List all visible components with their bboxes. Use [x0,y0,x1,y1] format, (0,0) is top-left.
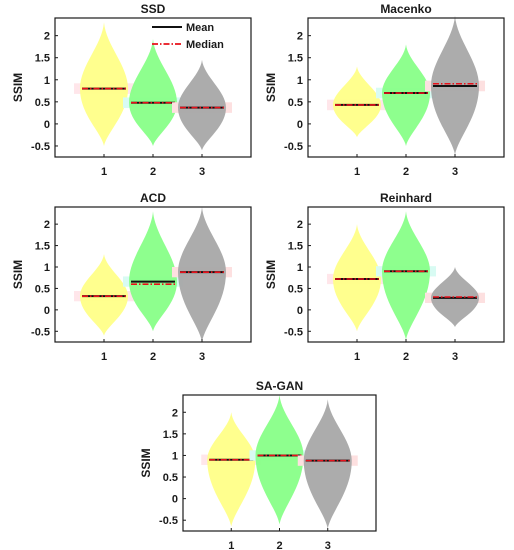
y-tick-label: -0.5 [284,326,303,338]
y-tick-label: 2 [44,31,50,43]
x-tick-label: 2 [150,166,156,178]
y-tick-label: 1.5 [288,53,303,65]
y-tick-label: 0.5 [288,283,303,295]
y-axis-label: SSIM [11,73,25,102]
y-tick-label: 1.5 [288,241,303,253]
y-tick-label: 0.5 [163,472,178,484]
panel-title: SSD [141,2,166,16]
y-tick-label: 1 [297,262,303,274]
x-tick-label: 1 [354,351,360,363]
y-tick-label: 1.5 [163,429,178,441]
x-tick-label: 1 [228,540,234,550]
x-tick-label: 2 [403,166,409,178]
violin-1 [80,22,128,146]
panel-title: ACD [140,191,166,205]
x-tick-label: 3 [452,166,458,178]
panel-reinhard: -0.5 0 0.5 1 1.5 2 1 2 3 Reinhard SSIM [264,191,505,363]
panel-sa-gan: -0.5 0 0.5 1 1.5 2 1 2 3 SA-GAN SSIM [139,379,377,550]
violin-2 [382,211,430,340]
violin-3 [178,207,226,342]
x-tick-label: 1 [101,166,107,178]
y-tick-label: 0.5 [35,283,50,295]
y-tick-label: 0.5 [35,97,50,109]
panel-title: Macenko [380,2,431,16]
y-tick-label: 0 [297,305,303,317]
y-tick-label: -0.5 [284,141,303,153]
y-tick-label: -0.5 [31,141,50,153]
y-tick-label: -0.5 [159,515,178,527]
y-tick-label: 2 [297,31,303,43]
panel-ssd: -0.5 0 0.5 1 1.5 2 1 2 3 SSD SSIM Mean Median [11,2,252,178]
x-tick-label: 2 [403,351,409,363]
x-tick-label: 3 [199,166,205,178]
y-axis-label: SSIM [264,260,278,289]
y-tick-label: 2 [172,407,178,419]
y-tick-label: 0 [44,119,50,131]
y-axis-label: SSIM [139,448,153,477]
legend-median-label: Median [186,39,224,51]
violin-2 [129,211,177,332]
panel-macenko: -0.5 0 0.5 1 1.5 2 1 2 3 Macenko SSIM [264,2,505,178]
violin-1 [80,254,128,336]
panel-acd: -0.5 0 0.5 1 1.5 2 1 2 3 ACD SSIM [11,191,252,363]
y-tick-label: 1 [297,75,303,87]
y-tick-label: -0.5 [31,326,50,338]
y-tick-label: 0 [172,494,178,506]
violin-2 [382,44,430,146]
y-tick-label: 0 [44,305,50,317]
violin-1 [333,224,381,332]
panel-title: SA-GAN [256,379,303,393]
x-tick-label: 2 [150,351,156,363]
y-tick-label: 2 [297,219,303,231]
y-tick-label: 1.5 [35,53,50,65]
violin-2 [129,39,177,146]
violin-1 [207,412,256,527]
y-axis-label: SSIM [11,260,25,289]
y-tick-label: 2 [44,219,50,231]
panel-title: Reinhard [380,191,432,205]
x-tick-label: 3 [199,351,205,363]
violin-3 [178,59,226,151]
y-tick-label: 1.5 [35,241,50,253]
y-tick-label: 0.5 [288,97,303,109]
y-tick-label: 0 [297,119,303,131]
violin-3 [303,399,352,529]
x-tick-label: 2 [276,540,282,550]
violin-1 [333,66,381,138]
y-tick-label: 1 [44,75,50,87]
violin-2 [255,395,304,525]
y-tick-label: 1 [44,262,50,274]
y-axis-label: SSIM [264,73,278,102]
legend-mean-label: Mean [186,22,214,34]
x-tick-label: 3 [452,351,458,363]
x-tick-label: 1 [101,351,107,363]
x-tick-label: 1 [354,166,360,178]
x-tick-label: 3 [325,540,331,550]
y-tick-label: 1 [172,450,178,462]
